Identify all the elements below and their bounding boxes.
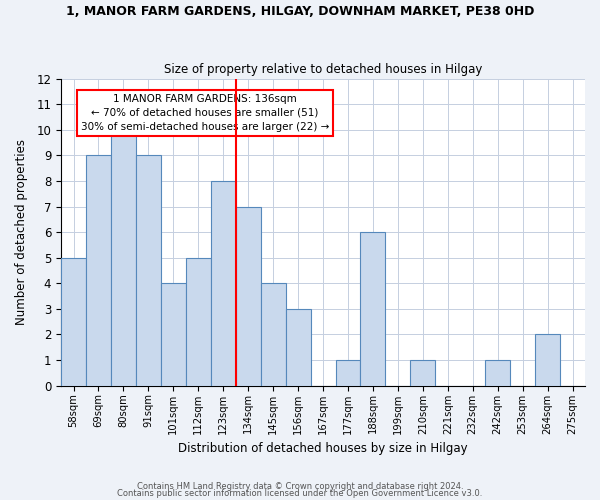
- Bar: [535, 334, 560, 386]
- Bar: [111, 130, 136, 386]
- Text: Contains public sector information licensed under the Open Government Licence v3: Contains public sector information licen…: [118, 489, 482, 498]
- Title: Size of property relative to detached houses in Hilgay: Size of property relative to detached ho…: [164, 63, 482, 76]
- Bar: [211, 181, 236, 386]
- Text: 1 MANOR FARM GARDENS: 136sqm
← 70% of detached houses are smaller (51)
30% of se: 1 MANOR FARM GARDENS: 136sqm ← 70% of de…: [81, 94, 329, 132]
- Bar: [335, 360, 361, 386]
- Bar: [410, 360, 436, 386]
- Bar: [485, 360, 510, 386]
- Text: 1, MANOR FARM GARDENS, HILGAY, DOWNHAM MARKET, PE38 0HD: 1, MANOR FARM GARDENS, HILGAY, DOWNHAM M…: [66, 5, 534, 18]
- Bar: [161, 284, 186, 386]
- X-axis label: Distribution of detached houses by size in Hilgay: Distribution of detached houses by size …: [178, 442, 468, 455]
- Bar: [236, 206, 260, 386]
- Bar: [86, 156, 111, 386]
- Text: Contains HM Land Registry data © Crown copyright and database right 2024.: Contains HM Land Registry data © Crown c…: [137, 482, 463, 491]
- Bar: [136, 156, 161, 386]
- Y-axis label: Number of detached properties: Number of detached properties: [15, 139, 28, 325]
- Bar: [286, 309, 311, 386]
- Bar: [361, 232, 385, 386]
- Bar: [260, 284, 286, 386]
- Bar: [186, 258, 211, 386]
- Bar: [61, 258, 86, 386]
